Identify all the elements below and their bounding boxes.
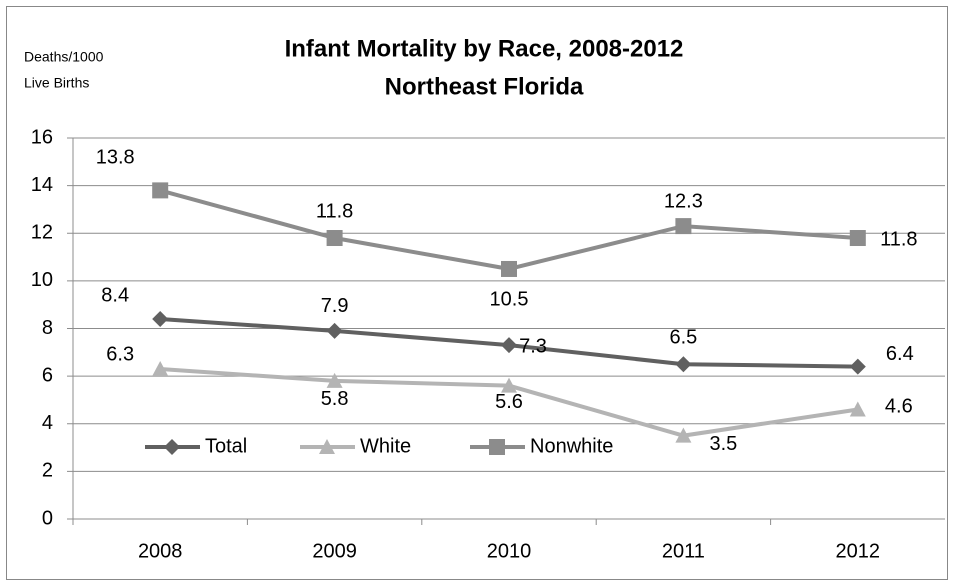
y-tick-label: 6 — [42, 364, 53, 386]
marker — [501, 377, 517, 393]
x-tick-label: 2010 — [487, 540, 532, 562]
y-tick-label: 10 — [31, 269, 53, 291]
data-label: 13.8 — [96, 147, 135, 169]
y-tick-label: 8 — [42, 317, 53, 339]
marker — [152, 360, 169, 376]
marker — [326, 230, 343, 247]
y-axis-label: Deaths/1000 — [24, 49, 104, 65]
y-tick-label: 0 — [42, 507, 53, 529]
marker — [152, 182, 169, 199]
marker — [326, 372, 343, 388]
chart-border — [6, 6, 948, 580]
y-tick-label: 4 — [42, 412, 53, 434]
legend-label: White — [360, 435, 411, 457]
marker — [501, 337, 517, 354]
marker — [675, 427, 692, 443]
y-tick-label: 14 — [31, 174, 53, 196]
data-label: 5.6 — [495, 391, 523, 413]
data-label: 6.4 — [886, 343, 914, 365]
data-label: 3.5 — [709, 433, 737, 455]
data-label: 5.8 — [321, 388, 349, 410]
marker — [164, 439, 180, 455]
data-label: 6.5 — [669, 327, 697, 349]
x-tick-label: 2009 — [312, 540, 357, 562]
y-tick-label: 2 — [42, 460, 53, 482]
data-label: 4.6 — [885, 396, 913, 418]
chart-title: Infant Mortality by Race, 2008-2012 — [285, 35, 684, 62]
marker — [152, 310, 169, 327]
data-label: 7.9 — [321, 295, 349, 317]
marker — [675, 356, 692, 373]
data-label: 11.8 — [316, 200, 353, 222]
marker — [849, 358, 866, 375]
data-label: 8.4 — [101, 284, 129, 306]
data-label: 7.3 — [519, 335, 547, 357]
marker — [501, 260, 517, 277]
chart-subtitle: Northeast Florida — [385, 73, 584, 100]
marker — [489, 439, 505, 455]
data-label: 10.5 — [490, 288, 529, 310]
marker — [675, 218, 692, 235]
y-tick-label: 12 — [31, 222, 53, 244]
legend-label: Nonwhite — [530, 435, 613, 457]
data-label: 6.3 — [106, 343, 134, 365]
x-tick-label: 2008 — [138, 540, 183, 562]
y-tick-label: 16 — [31, 126, 53, 148]
marker — [849, 230, 866, 247]
x-tick-label: 2011 — [662, 540, 705, 562]
legend-label: Total — [205, 435, 247, 457]
marker — [849, 401, 866, 417]
x-tick-label: 2012 — [836, 540, 881, 562]
y-axis-label: Live Births — [24, 75, 89, 91]
data-label: 11.8 — [880, 228, 917, 250]
marker — [319, 439, 335, 454]
data-label: 12.3 — [664, 190, 703, 212]
marker — [326, 322, 343, 339]
